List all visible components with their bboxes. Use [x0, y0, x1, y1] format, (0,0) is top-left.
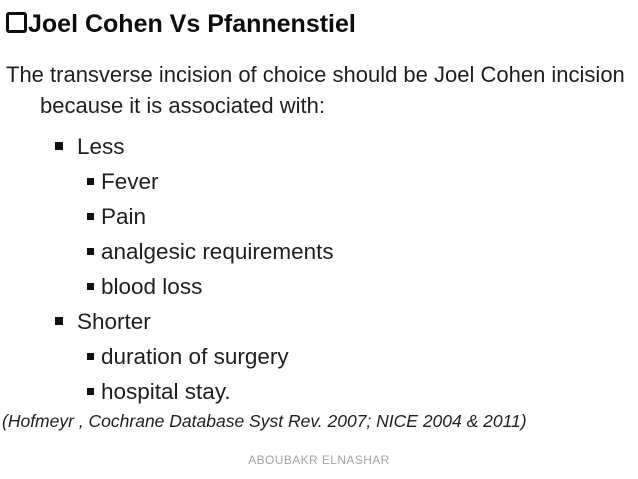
list-item: duration of surgery	[0, 339, 638, 374]
square-bullet-icon	[55, 142, 63, 151]
square-bullet-icon	[87, 212, 94, 220]
list-item: Less	[0, 129, 638, 164]
square-bullet-icon	[87, 282, 94, 290]
citation-text: (Hofmeyr , Cochrane Database Syst Rev. 2…	[2, 411, 527, 431]
square-bullet-icon	[87, 352, 94, 360]
list-item: Pain	[0, 199, 638, 234]
list-item-text: Shorter	[77, 309, 151, 334]
list-item-text: Less	[77, 134, 125, 159]
list-item: blood loss	[0, 269, 638, 304]
bullet-list: Less Fever Pain analgesic requirements b…	[0, 129, 638, 409]
list-item-text: hospital stay.	[101, 379, 231, 404]
list-item-text: Pain	[101, 204, 147, 229]
square-bullet-icon	[87, 247, 94, 255]
list-item: Shorter	[0, 304, 638, 339]
list-item-text: analgesic requirements	[101, 239, 334, 264]
slide-title-text: Joel Cohen Vs Pfannenstiel	[28, 10, 356, 38]
square-bullet-icon	[87, 387, 94, 395]
list-item-text: Fever	[101, 169, 159, 194]
hollow-square-bullet-icon	[6, 12, 27, 33]
list-item: Fever	[0, 164, 638, 199]
square-bullet-icon	[87, 177, 94, 185]
list-item-text: blood loss	[101, 274, 203, 299]
square-bullet-icon	[55, 317, 63, 326]
footer-author: ABOUBAKR ELNASHAR	[248, 453, 390, 467]
list-item-text: duration of surgery	[101, 344, 289, 369]
list-item: hospital stay.	[0, 374, 638, 409]
slide-title: Joel Cohen Vs Pfannenstiel	[0, 0, 638, 39]
lead-paragraph: The transverse incision of choice should…	[6, 62, 625, 118]
list-item: analgesic requirements	[0, 234, 638, 269]
